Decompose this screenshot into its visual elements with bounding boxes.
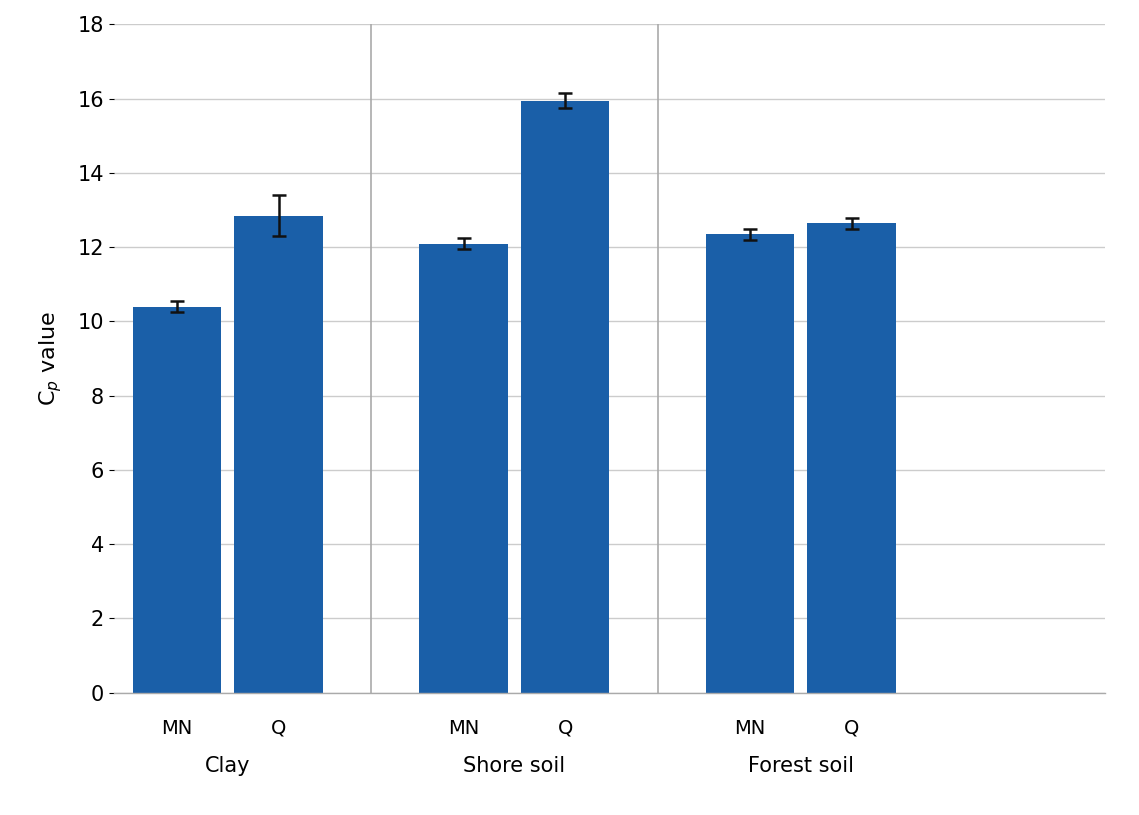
Bar xyxy=(235,216,322,693)
Text: MN: MN xyxy=(162,719,192,738)
Text: Q: Q xyxy=(844,719,859,738)
Bar xyxy=(133,306,221,693)
Text: Shore soil: Shore soil xyxy=(464,756,565,776)
Text: Q: Q xyxy=(271,719,286,738)
Text: Forest soil: Forest soil xyxy=(748,756,854,776)
Bar xyxy=(419,244,508,693)
Bar xyxy=(521,100,609,693)
Text: Clay: Clay xyxy=(205,756,251,776)
Y-axis label: C$_p$ value: C$_p$ value xyxy=(36,311,64,406)
Text: MN: MN xyxy=(448,719,480,738)
Text: MN: MN xyxy=(735,719,765,738)
Bar xyxy=(808,223,896,693)
Bar xyxy=(706,234,795,693)
Text: Q: Q xyxy=(557,719,573,738)
